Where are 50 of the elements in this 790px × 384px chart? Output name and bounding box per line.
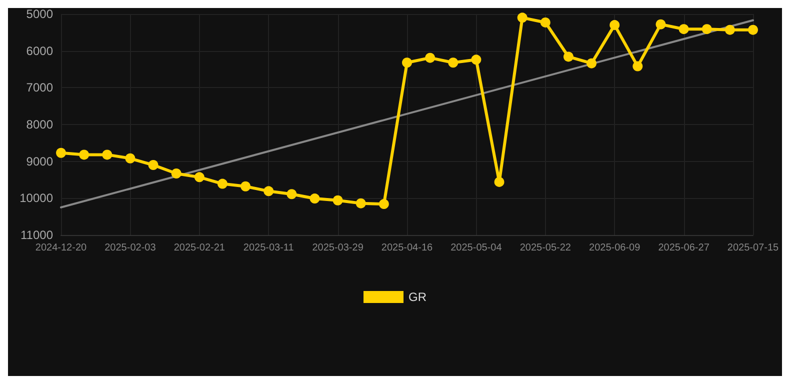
point: [448, 58, 458, 68]
point: [171, 168, 182, 178]
point: [656, 19, 666, 30]
point: [402, 58, 412, 68]
point: [586, 58, 597, 68]
x-tick-label: 2025-06-27: [658, 242, 710, 254]
x-tick-label: 2025-03-29: [312, 242, 364, 254]
point: [356, 198, 366, 208]
point: [264, 186, 274, 196]
y-tick-label: 5000: [26, 7, 54, 21]
y-tick-label: 8000: [26, 118, 54, 132]
point: [517, 12, 528, 23]
point: [102, 150, 112, 160]
point: [240, 181, 251, 192]
x-tick-label: 2024-12-20: [35, 242, 88, 254]
y-tick-label: 11000: [20, 228, 54, 242]
point: [194, 172, 204, 182]
y-tick-label: 6000: [26, 44, 54, 58]
point: [610, 20, 620, 30]
point: [79, 150, 90, 160]
point: [724, 24, 735, 35]
point: [702, 24, 712, 34]
point: [56, 148, 66, 158]
point: [540, 17, 550, 28]
x-tick-label: 2025-05-04: [450, 242, 502, 254]
x-tick-label: 2025-04-16: [381, 242, 434, 254]
point: [678, 24, 689, 34]
point: [748, 24, 758, 35]
x-tick-label: 2025-05-22: [520, 242, 572, 254]
y-tick-label: 7000: [26, 80, 54, 95]
x-tick-label: 2025-06-09: [589, 242, 641, 254]
point: [378, 199, 389, 210]
point: [125, 153, 136, 164]
legend-label: GR: [408, 290, 427, 304]
x-tick-label: 2025-07-15: [727, 242, 780, 254]
y-tick-label: 9000: [26, 154, 54, 168]
x-tick-label: 2025-02-21: [174, 242, 226, 254]
point: [494, 176, 504, 187]
x-tick-label: 2025-02-03: [104, 242, 156, 254]
point: [148, 160, 158, 170]
point: [563, 52, 574, 62]
point: [471, 54, 482, 65]
point: [286, 189, 297, 200]
point: [217, 178, 228, 189]
point: [332, 195, 343, 206]
point: [310, 194, 320, 204]
y-tick-label: 10000: [20, 191, 54, 206]
point: [425, 52, 436, 63]
x-tick-label: 2025-03-11: [243, 242, 294, 254]
point: [632, 61, 643, 72]
